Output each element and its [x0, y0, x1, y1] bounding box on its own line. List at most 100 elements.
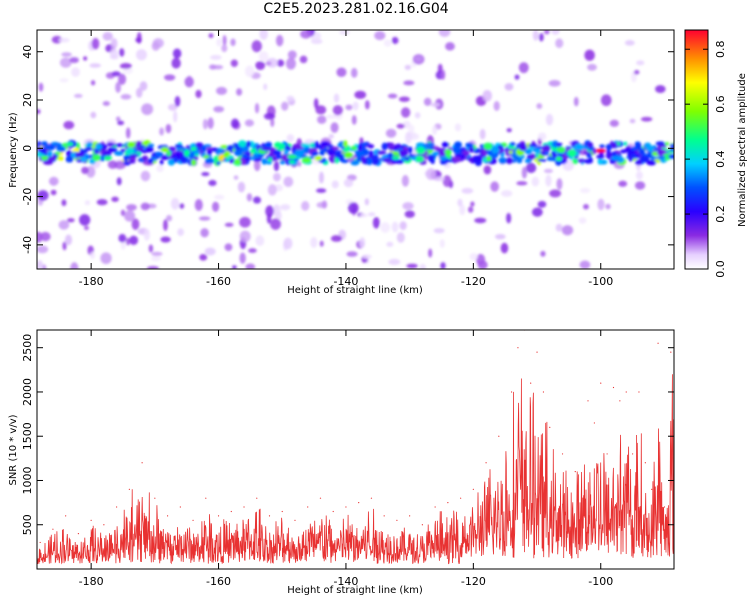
heatmap-cell: [43, 159, 54, 165]
heatmap-cell: [301, 143, 311, 148]
snr-y-axis-label: SNR (10 * v/v): [8, 414, 19, 485]
snr-point: [561, 453, 564, 455]
heatmap-cell: [501, 190, 513, 197]
heatmap-cell: [634, 181, 646, 190]
heatmap-cell: [246, 193, 253, 202]
heatmap-cell: [126, 204, 137, 211]
heatmap-cell: [37, 260, 43, 269]
heatmap-cell: [442, 175, 452, 188]
heatmap-cell: [392, 156, 400, 160]
heatmap-cell: [605, 203, 611, 210]
x-tick-label: -100: [588, 275, 613, 288]
heatmap-cell: [343, 152, 354, 159]
heatmap-cell: [218, 154, 225, 161]
heatmap-cell: [317, 144, 323, 150]
heatmap-cell: [453, 146, 461, 155]
heatmap-cell: [531, 176, 540, 187]
heatmap-cell: [259, 30, 269, 40]
snr-point: [230, 510, 232, 513]
heatmap-cell: [633, 69, 640, 75]
heatmap-cell: [201, 172, 210, 177]
snr-panel: -180 -160 -140 -120 -100 500 1000 1500 2000 2500…: [8, 329, 675, 596]
heatmap-cell: [425, 168, 436, 181]
heatmap-cell: [381, 142, 388, 151]
heatmap-cell: [605, 151, 613, 160]
heatmap-cell: [611, 151, 617, 157]
heatmap-cell: [331, 180, 339, 189]
y-tick-label: 2000: [21, 378, 34, 406]
heatmap-cell: [263, 112, 276, 120]
heatmap-cell: [318, 171, 324, 184]
heatmap-cell: [314, 140, 319, 149]
heatmap-cell: [118, 73, 127, 85]
snr-point: [358, 502, 360, 504]
heatmap-cell: [627, 149, 635, 157]
colorbar-gradient: [684, 29, 709, 270]
heatmap-cell: [600, 94, 612, 107]
heatmap-cell: [497, 144, 504, 149]
y-tick-label: 1000: [21, 466, 34, 494]
heatmap-cell: [205, 157, 215, 165]
heatmap-cell: [611, 156, 620, 161]
heatmap-cell: [131, 218, 140, 230]
heatmap-cell: [229, 158, 235, 164]
heatmap-cell: [115, 81, 121, 93]
heatmap-cell: [404, 64, 412, 70]
x-tick-label: -160: [206, 575, 231, 588]
heatmap-cell: [319, 240, 324, 247]
heatmap-cell: [408, 146, 413, 154]
snr-point: [370, 497, 373, 499]
heatmap-cell: [283, 176, 294, 188]
snr-point: [268, 515, 271, 517]
x-tick-label: -180: [79, 275, 104, 288]
heatmap-cell: [115, 116, 121, 122]
heatmap-cell: [542, 144, 551, 152]
heatmap-cell: [83, 56, 88, 61]
heatmap-cell: [41, 141, 48, 147]
heatmap-cell: [383, 39, 392, 47]
heatmap-cell: [273, 160, 280, 172]
heatmap-cell: [69, 57, 79, 64]
snr-point: [638, 391, 640, 393]
heatmap-cell: [40, 231, 51, 242]
heatmap-cell: [99, 154, 106, 162]
heatmap-cell: [440, 262, 446, 269]
heatmap-cell: [505, 157, 513, 165]
heatmap-cell: [346, 251, 358, 257]
heatmap-cell: [583, 158, 594, 164]
heatmap-cell: [367, 157, 373, 166]
heatmap-cell: [387, 151, 394, 160]
heatmap-cell: [524, 158, 532, 164]
heatmap-cell: [387, 93, 398, 99]
heatmap-cell: [386, 241, 394, 247]
heatmap-cell: [359, 237, 366, 249]
heatmap-cell: [140, 170, 151, 182]
snr-point: [472, 488, 474, 490]
heatmap-cell: [486, 150, 493, 155]
heatmap-cell: [403, 80, 415, 86]
heatmap-cell: [367, 150, 375, 156]
heatmap-cell: [536, 103, 543, 110]
heatmap-cell: [37, 245, 49, 254]
heatmap-cell: [664, 141, 670, 146]
heatmap-cell: [646, 160, 657, 166]
heatmap-cell: [668, 154, 674, 159]
heatmap-cell: [223, 151, 229, 158]
snr-point: [612, 386, 615, 389]
y-tick-label: 1500: [21, 422, 34, 450]
snr-x-ticks: -180 -160 -140 -120 -100: [79, 330, 613, 588]
heatmap-cell: [391, 221, 399, 233]
heatmap-cell: [202, 118, 208, 130]
heatmap-cell: [529, 153, 537, 160]
heatmap-cell: [509, 142, 516, 147]
heatmap-cell: [364, 198, 369, 206]
heatmap-cell: [286, 134, 295, 142]
heatmap-cell: [527, 146, 535, 151]
heatmap-cell: [537, 158, 547, 162]
colorbar-tick-label: 0.6: [714, 95, 727, 113]
heatmap-cell: [174, 95, 181, 107]
heatmap-cell: [461, 187, 474, 194]
heatmap-cell: [129, 153, 140, 157]
heatmap-cell: [188, 151, 195, 160]
